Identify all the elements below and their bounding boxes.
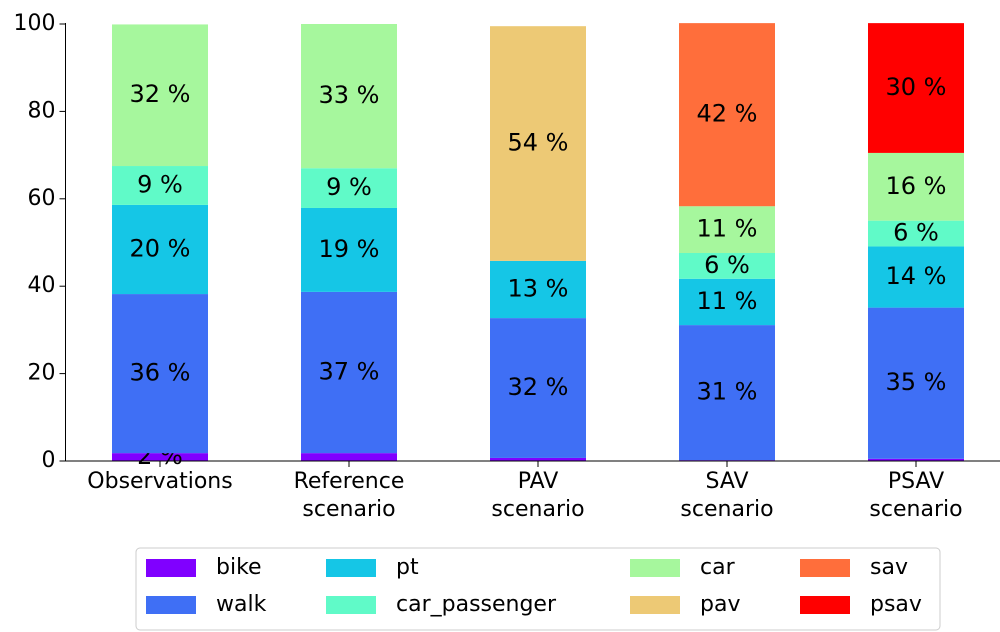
bar-segment xyxy=(679,278,775,326)
legend-label: bike xyxy=(216,555,262,580)
data-label: 54 % xyxy=(508,129,569,157)
data-label: 37 % xyxy=(319,358,380,386)
data-label: 11 % xyxy=(697,287,758,315)
legend-label: psav xyxy=(870,592,922,617)
bar-segment xyxy=(868,458,964,461)
bar-segment xyxy=(868,307,964,459)
bar-segment xyxy=(301,453,397,461)
bar-segment xyxy=(112,453,208,461)
bar-segment xyxy=(112,204,208,295)
data-label: 14 % xyxy=(886,262,947,290)
bar-segment xyxy=(679,23,775,207)
bar-segment xyxy=(868,246,964,308)
data-label: 32 % xyxy=(508,373,569,401)
bar-segment xyxy=(301,24,397,169)
legend-swatch xyxy=(800,559,850,577)
legend-swatch xyxy=(326,596,376,614)
y-tick-label: 80 xyxy=(28,98,56,123)
bar-segment xyxy=(301,168,397,208)
bar-segment xyxy=(490,457,586,461)
y-tick-label: 100 xyxy=(14,11,56,36)
legend-swatch xyxy=(326,559,376,577)
data-label: 11 % xyxy=(697,215,758,243)
x-tick-label: Observations xyxy=(87,469,232,494)
data-label: 32 % xyxy=(130,80,191,108)
data-label: 16 % xyxy=(886,172,947,200)
bar-segment xyxy=(112,294,208,454)
x-tick-label: PSAV scenario xyxy=(869,469,962,522)
data-label: 13 % xyxy=(508,274,569,302)
bar-segment xyxy=(301,207,397,292)
bar-segment xyxy=(490,26,586,261)
data-label: 6 % xyxy=(704,251,750,279)
x-tick-label: PAV scenario xyxy=(491,469,584,522)
bar-segment xyxy=(679,206,775,253)
y-tick-label: 60 xyxy=(28,186,56,211)
bar-segment xyxy=(112,24,208,167)
bar-segment xyxy=(301,291,397,454)
legend-label: pav xyxy=(700,592,740,617)
data-label: 9 % xyxy=(137,170,183,198)
data-label: 42 % xyxy=(697,100,758,128)
bar-segment xyxy=(868,23,964,153)
legend-label: sav xyxy=(870,555,908,580)
legend-label: car_passenger xyxy=(396,592,557,617)
legend-label: walk xyxy=(216,592,267,617)
legend-swatch xyxy=(146,559,196,577)
data-label: 35 % xyxy=(886,368,947,396)
bar-segment xyxy=(679,325,775,461)
legend-swatch xyxy=(800,596,850,614)
y-tick-label: 20 xyxy=(28,361,56,386)
bar-segment xyxy=(112,166,208,205)
data-label: 33 % xyxy=(319,81,380,109)
legend-swatch xyxy=(630,596,680,614)
bar-segment xyxy=(490,260,586,319)
data-label: 6 % xyxy=(893,219,939,247)
data-label: 20 % xyxy=(130,234,191,262)
bar-segment xyxy=(868,220,964,247)
legend-swatch xyxy=(630,559,680,577)
bar-segment xyxy=(490,318,586,458)
data-label: 30 % xyxy=(886,73,947,101)
y-tick-label: 40 xyxy=(28,273,56,298)
x-tick-label: Reference scenario xyxy=(294,469,405,522)
data-label: 31 % xyxy=(697,378,758,406)
data-label: 36 % xyxy=(130,359,191,387)
bar-segment xyxy=(679,252,775,279)
legend-label: car xyxy=(700,555,736,580)
data-label: 19 % xyxy=(319,235,380,263)
data-label: 9 % xyxy=(326,173,372,201)
legend-swatch xyxy=(146,596,196,614)
x-tick-label: SAV scenario xyxy=(680,469,773,522)
bar-segment xyxy=(868,152,964,221)
legend-label: pt xyxy=(396,555,419,580)
y-tick-label: 0 xyxy=(42,448,56,473)
